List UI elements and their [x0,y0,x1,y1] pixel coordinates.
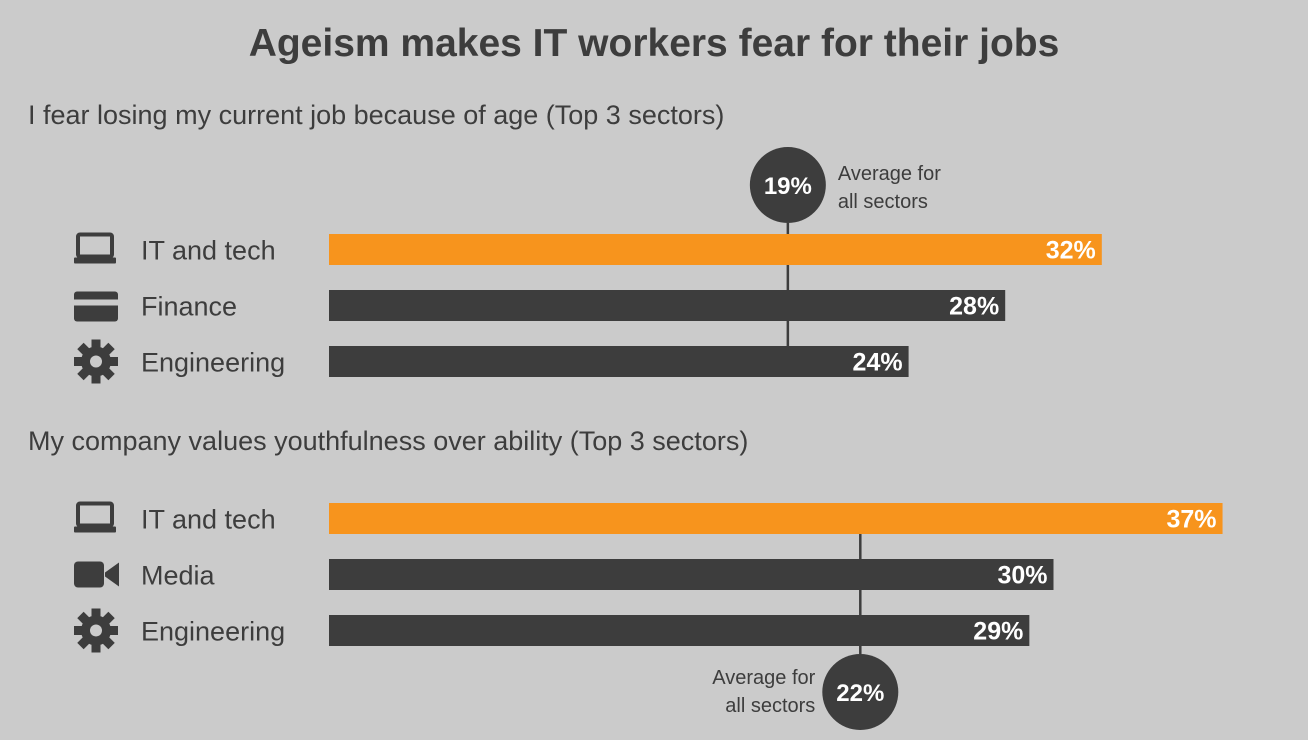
bar [329,234,1102,265]
gear-icon [74,339,118,384]
laptop-icon [74,232,116,264]
average-marker: 19% Average for all sectors [749,147,941,377]
value-label: 24% [853,349,903,377]
category-label: Engineering [141,348,285,378]
average-badge [822,654,899,730]
value-label: 37% [1167,506,1217,534]
category-label: Finance [141,292,237,322]
value-label: 32% [1046,237,1096,265]
average-badge [749,147,826,223]
average-value: 22% [836,680,884,707]
value-label: 29% [973,618,1023,646]
average-value: 19% [764,173,812,200]
value-label: 28% [949,293,999,321]
bar [329,346,909,377]
bar [329,559,1054,590]
bar [329,290,1006,321]
value-label: 30% [997,562,1047,590]
panel-1-subtitle: I fear losing my current job because of … [28,100,725,130]
panel-2-subtitle: My company values youthfulness over abil… [28,426,749,456]
credit-card-icon [74,291,118,322]
category-label: Media [141,561,216,591]
chart-title: Ageism makes IT workers fear for their j… [248,22,1060,65]
category-label: IT and tech [141,505,276,535]
gear-icon [74,608,118,653]
laptop-icon [74,501,116,533]
average-caption: Average for [838,163,941,185]
average-caption: all sectors [725,695,815,717]
average-marker: 22% Average for all sectors [712,534,899,730]
video-camera-icon [74,561,119,588]
bar [329,615,1030,646]
average-caption: Average for [712,667,815,689]
bar [329,503,1223,534]
category-label: Engineering [141,617,285,647]
average-caption: all sectors [838,191,928,213]
category-label: IT and tech [141,236,276,266]
